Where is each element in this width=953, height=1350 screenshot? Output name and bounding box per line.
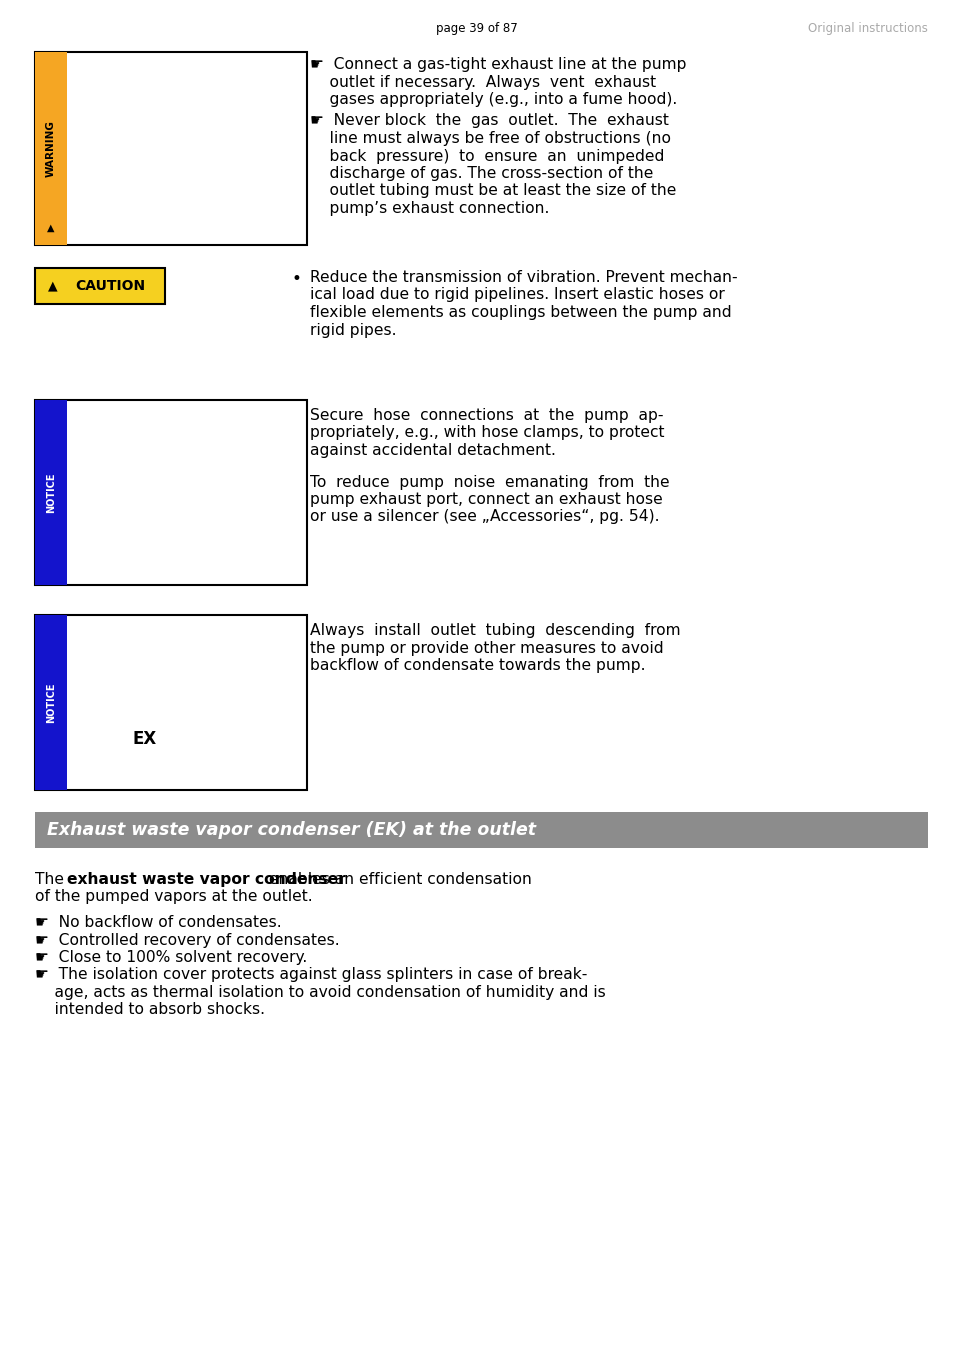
Bar (35, 616, 307, 790)
Text: ☛  Connect a gas-tight exhaust line at the pump: ☛ Connect a gas-tight exhaust line at th… (310, 57, 686, 72)
Text: Exhaust waste vapor condenser (EK) at the outlet: Exhaust waste vapor condenser (EK) at th… (47, 821, 536, 838)
Text: back  pressure)  to  ensure  an  unimpeded: back pressure) to ensure an unimpeded (310, 148, 663, 163)
Text: or use a silencer (see „Accessories“, pg. 54).: or use a silencer (see „Accessories“, pg… (310, 509, 659, 525)
Bar (35, 811, 927, 848)
Text: ical load due to rigid pipelines. Insert elastic hoses or: ical load due to rigid pipelines. Insert… (310, 288, 724, 302)
Text: ☛  No backflow of condensates.: ☛ No backflow of condensates. (35, 915, 281, 930)
Text: Secure  hose  connections  at  the  pump  ap-: Secure hose connections at the pump ap- (310, 408, 662, 423)
Text: line must always be free of obstructions (no: line must always be free of obstructions… (310, 131, 670, 146)
Text: ▲: ▲ (48, 223, 54, 234)
Text: gases appropriately (e.g., into a fume hood).: gases appropriately (e.g., into a fume h… (310, 92, 677, 107)
Text: discharge of gas. The cross-section of the: discharge of gas. The cross-section of t… (310, 166, 653, 181)
Bar (35, 400, 67, 585)
Text: ☛  The isolation cover protects against glass splinters in case of break-: ☛ The isolation cover protects against g… (35, 968, 587, 983)
Text: propriately, e.g., with hose clamps, to protect: propriately, e.g., with hose clamps, to … (310, 425, 664, 440)
Text: ☛  Close to 100% solvent recovery.: ☛ Close to 100% solvent recovery. (35, 950, 307, 965)
Text: pump exhaust port, connect an exhaust hose: pump exhaust port, connect an exhaust ho… (310, 491, 662, 508)
Text: CAUTION: CAUTION (75, 279, 145, 293)
Text: outlet if necessary.  Always  vent  exhaust: outlet if necessary. Always vent exhaust (310, 74, 656, 89)
Text: outlet tubing must be at least the size of the: outlet tubing must be at least the size … (310, 184, 676, 198)
Bar (35, 400, 307, 585)
Text: enables an efficient condensation: enables an efficient condensation (264, 872, 532, 887)
Text: page 39 of 87: page 39 of 87 (436, 22, 517, 35)
Bar (35, 616, 67, 790)
Text: Reduce the transmission of vibration. Prevent mechan-: Reduce the transmission of vibration. Pr… (310, 270, 737, 285)
Text: exhaust waste vapor condenser: exhaust waste vapor condenser (67, 872, 345, 887)
Text: pump’s exhaust connection.: pump’s exhaust connection. (310, 201, 549, 216)
Text: ☛  Controlled recovery of condensates.: ☛ Controlled recovery of condensates. (35, 933, 339, 948)
Bar (35, 53, 67, 244)
Text: the pump or provide other measures to avoid: the pump or provide other measures to av… (310, 640, 663, 656)
Text: EX: EX (132, 730, 157, 748)
Text: Original instructions: Original instructions (807, 22, 927, 35)
Text: of the pumped vapors at the outlet.: of the pumped vapors at the outlet. (35, 890, 313, 905)
Text: age, acts as thermal isolation to avoid condensation of humidity and is: age, acts as thermal isolation to avoid … (35, 986, 605, 1000)
Text: •: • (292, 270, 301, 288)
Text: NOTICE: NOTICE (46, 472, 56, 513)
Bar (35, 53, 307, 244)
Text: ▲: ▲ (49, 279, 58, 293)
Text: The: The (35, 872, 69, 887)
Text: intended to absorb shocks.: intended to absorb shocks. (35, 1003, 265, 1018)
Text: ☛  Never block  the  gas  outlet.  The  exhaust: ☛ Never block the gas outlet. The exhaus… (310, 113, 668, 128)
Text: flexible elements as couplings between the pump and: flexible elements as couplings between t… (310, 305, 731, 320)
Text: rigid pipes.: rigid pipes. (310, 323, 396, 338)
Bar (35, 269, 165, 304)
Text: against accidental detachment.: against accidental detachment. (310, 443, 556, 458)
Text: Always  install  outlet  tubing  descending  from: Always install outlet tubing descending … (310, 622, 679, 639)
Text: backflow of condensate towards the pump.: backflow of condensate towards the pump. (310, 657, 645, 674)
Text: WARNING: WARNING (46, 120, 56, 177)
Text: To  reduce  pump  noise  emanating  from  the: To reduce pump noise emanating from the (310, 474, 669, 490)
Text: NOTICE: NOTICE (46, 682, 56, 722)
